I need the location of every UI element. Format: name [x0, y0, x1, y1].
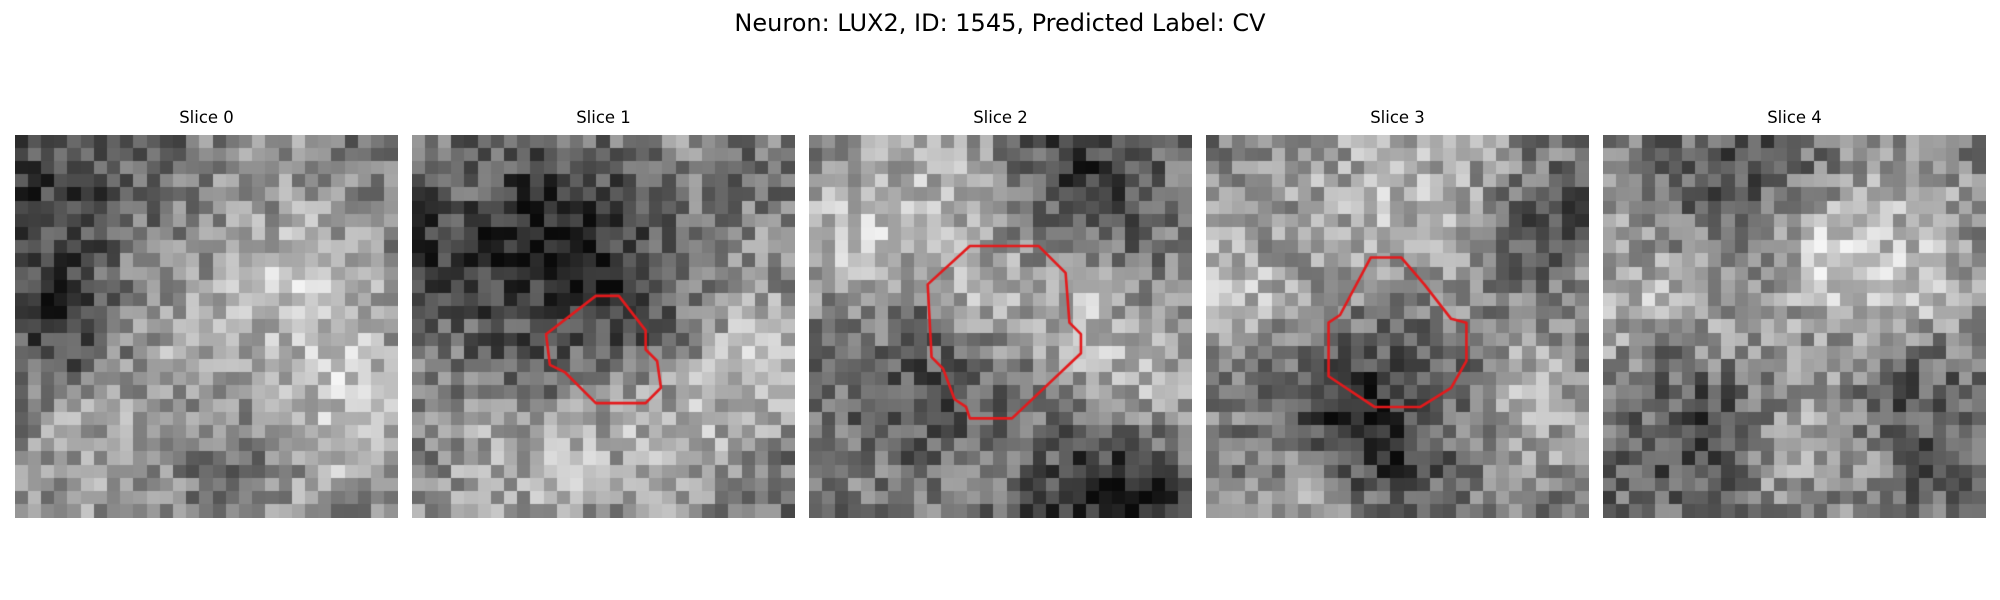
slice-title: Slice 2 — [973, 108, 1028, 127]
slice-title: Slice 1 — [576, 108, 631, 127]
slice-panel: Slice 0 — [15, 108, 398, 518]
slice-panel: Slice 2 — [809, 108, 1192, 518]
slice-title: Slice 3 — [1370, 108, 1425, 127]
slice-image — [809, 135, 1192, 518]
slice-image — [15, 135, 398, 518]
slice-panel: Slice 1 — [412, 108, 795, 518]
slice-title: Slice 0 — [179, 108, 234, 127]
figure-title: Neuron: LUX2, ID: 1545, Predicted Label:… — [734, 9, 1266, 37]
slice-title: Slice 4 — [1767, 108, 1822, 127]
slice-image — [1206, 135, 1589, 518]
slice-image — [412, 135, 795, 518]
slice-panel: Slice 4 — [1603, 108, 1986, 518]
slice-panel: Slice 3 — [1206, 108, 1589, 518]
slice-image — [1603, 135, 1986, 518]
